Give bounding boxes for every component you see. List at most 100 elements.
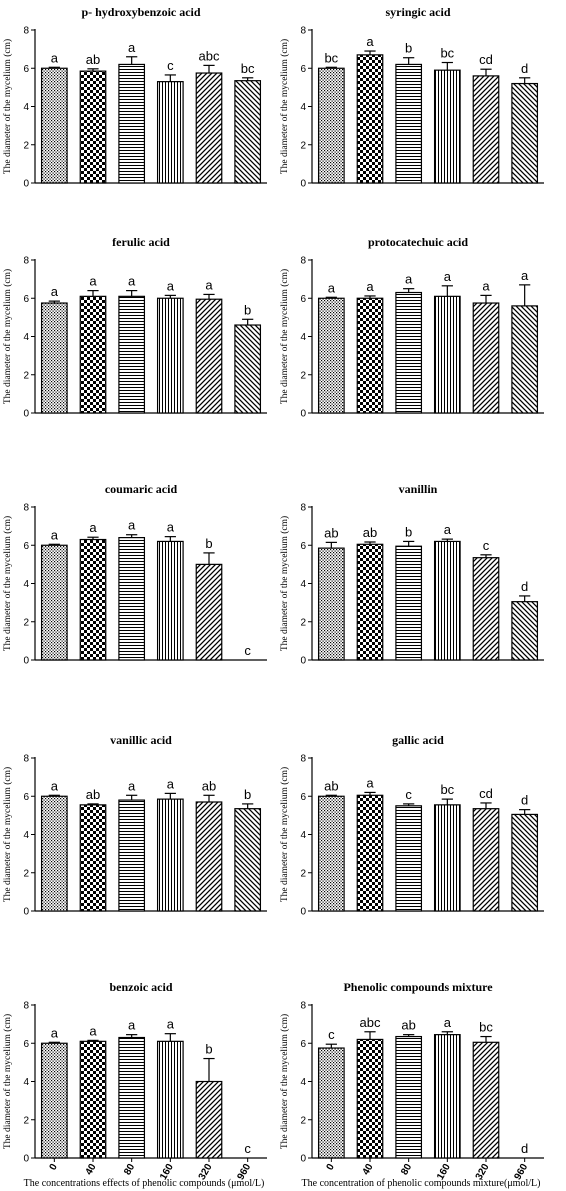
- bar: [356, 1038, 384, 1159]
- y-tick-label: 2: [300, 868, 306, 879]
- x-tick-label: 40: [84, 1162, 99, 1178]
- significance-label: a: [89, 274, 97, 289]
- significance-label: a: [128, 518, 136, 533]
- significance-label: c: [244, 1141, 251, 1156]
- bar: [472, 1041, 500, 1159]
- bar: [79, 70, 107, 184]
- y-tick-label: 8: [300, 26, 306, 37]
- bar: [195, 801, 223, 912]
- bar: [433, 69, 461, 184]
- bar: [118, 63, 146, 184]
- bar: [433, 804, 461, 912]
- significance-label: abc: [199, 48, 220, 63]
- chart-title: Phenolic compounds mixture: [343, 980, 493, 994]
- bar: [395, 545, 423, 661]
- significance-label: d: [521, 579, 528, 594]
- y-tick-label: 0: [23, 409, 29, 420]
- y-tick-label: 2: [23, 868, 29, 879]
- y-tick-label: 4: [23, 830, 29, 841]
- significance-label: a: [366, 34, 374, 49]
- y-tick-label: 6: [300, 792, 306, 803]
- significance-label: a: [482, 278, 490, 293]
- significance-label: a: [444, 522, 452, 537]
- y-tick-label: 2: [23, 1115, 29, 1126]
- y-axis-label: The diameter of the mycelium (cm): [279, 1014, 290, 1149]
- significance-label: bc: [440, 46, 454, 61]
- significance-label: a: [128, 1018, 136, 1033]
- y-tick-label: 8: [23, 1001, 29, 1012]
- significance-label: a: [444, 1015, 452, 1030]
- y-tick-label: 0: [23, 907, 29, 918]
- y-tick-label: 6: [23, 64, 29, 75]
- significance-label: b: [205, 1042, 212, 1057]
- bar: [40, 544, 68, 661]
- bar: [395, 805, 423, 912]
- bar: [234, 808, 262, 912]
- significance-label: b: [244, 302, 251, 317]
- y-tick-label: 6: [300, 64, 306, 75]
- chart-title: gallic acid: [392, 733, 444, 747]
- bar: [511, 305, 539, 414]
- significance-label: a: [444, 269, 452, 284]
- bar: [118, 295, 146, 414]
- bar: [356, 54, 384, 184]
- y-tick-label: 0: [300, 907, 306, 918]
- significance-label: a: [167, 1017, 175, 1032]
- significance-label: bc: [241, 61, 255, 76]
- y-tick-label: 0: [23, 179, 29, 190]
- chart-panel-9: benzoic acid The diameter of the mycelium…: [2, 980, 267, 1182]
- significance-label: c: [244, 643, 251, 658]
- bar: [511, 813, 539, 912]
- bar: [472, 75, 500, 184]
- bar: [118, 1036, 146, 1159]
- y-tick-label: 8: [23, 26, 29, 37]
- y-tick-label: 4: [300, 332, 306, 343]
- y-tick-label: 8: [300, 754, 306, 765]
- bar: [433, 295, 461, 414]
- significance-label: c: [405, 787, 412, 802]
- significance-label: a: [167, 278, 175, 293]
- bar: [156, 1040, 184, 1159]
- significance-label: a: [51, 50, 59, 65]
- bar: [156, 798, 184, 912]
- y-tick-label: 0: [300, 179, 306, 190]
- y-tick-label: 8: [300, 503, 306, 514]
- x-tick-label: 80: [122, 1162, 137, 1178]
- significance-label: a: [128, 274, 136, 289]
- chart-panel-2: syringic acid The diameter of the myceliu…: [279, 5, 544, 190]
- significance-label: cd: [479, 52, 493, 67]
- significance-label: a: [405, 272, 413, 287]
- bar: [118, 536, 146, 661]
- significance-label: a: [205, 277, 213, 292]
- bar: [433, 1034, 461, 1159]
- x-axis-label-right: The concentration of phenolic compounds …: [302, 1178, 541, 1189]
- chart-panel-4: protocatechuic acid The diameter of the m…: [279, 235, 544, 420]
- x-tick-label: 0: [325, 1162, 338, 1173]
- significance-label: ab: [86, 787, 100, 802]
- bar: [79, 1040, 107, 1159]
- significance-label: a: [128, 778, 136, 793]
- y-tick-label: 0: [300, 409, 306, 420]
- bar: [234, 80, 262, 184]
- bar: [356, 794, 384, 912]
- y-tick-label: 2: [23, 140, 29, 151]
- bar: [195, 1080, 223, 1159]
- y-tick-label: 2: [23, 370, 29, 381]
- y-tick-label: 2: [300, 1115, 306, 1126]
- significance-label: a: [521, 268, 529, 283]
- significance-label: a: [167, 520, 175, 535]
- bar: [472, 302, 500, 414]
- significance-label: d: [521, 61, 528, 76]
- y-tick-label: 4: [23, 579, 29, 590]
- y-tick-label: 6: [23, 792, 29, 803]
- significance-label: a: [366, 775, 374, 790]
- significance-label: a: [89, 1023, 97, 1038]
- significance-label: b: [405, 41, 412, 56]
- bar: [395, 291, 423, 414]
- y-tick-label: 0: [300, 1154, 306, 1165]
- significance-label: a: [51, 778, 59, 793]
- significance-label: a: [366, 279, 374, 294]
- y-tick-label: 8: [23, 256, 29, 267]
- y-tick-label: 0: [300, 656, 306, 667]
